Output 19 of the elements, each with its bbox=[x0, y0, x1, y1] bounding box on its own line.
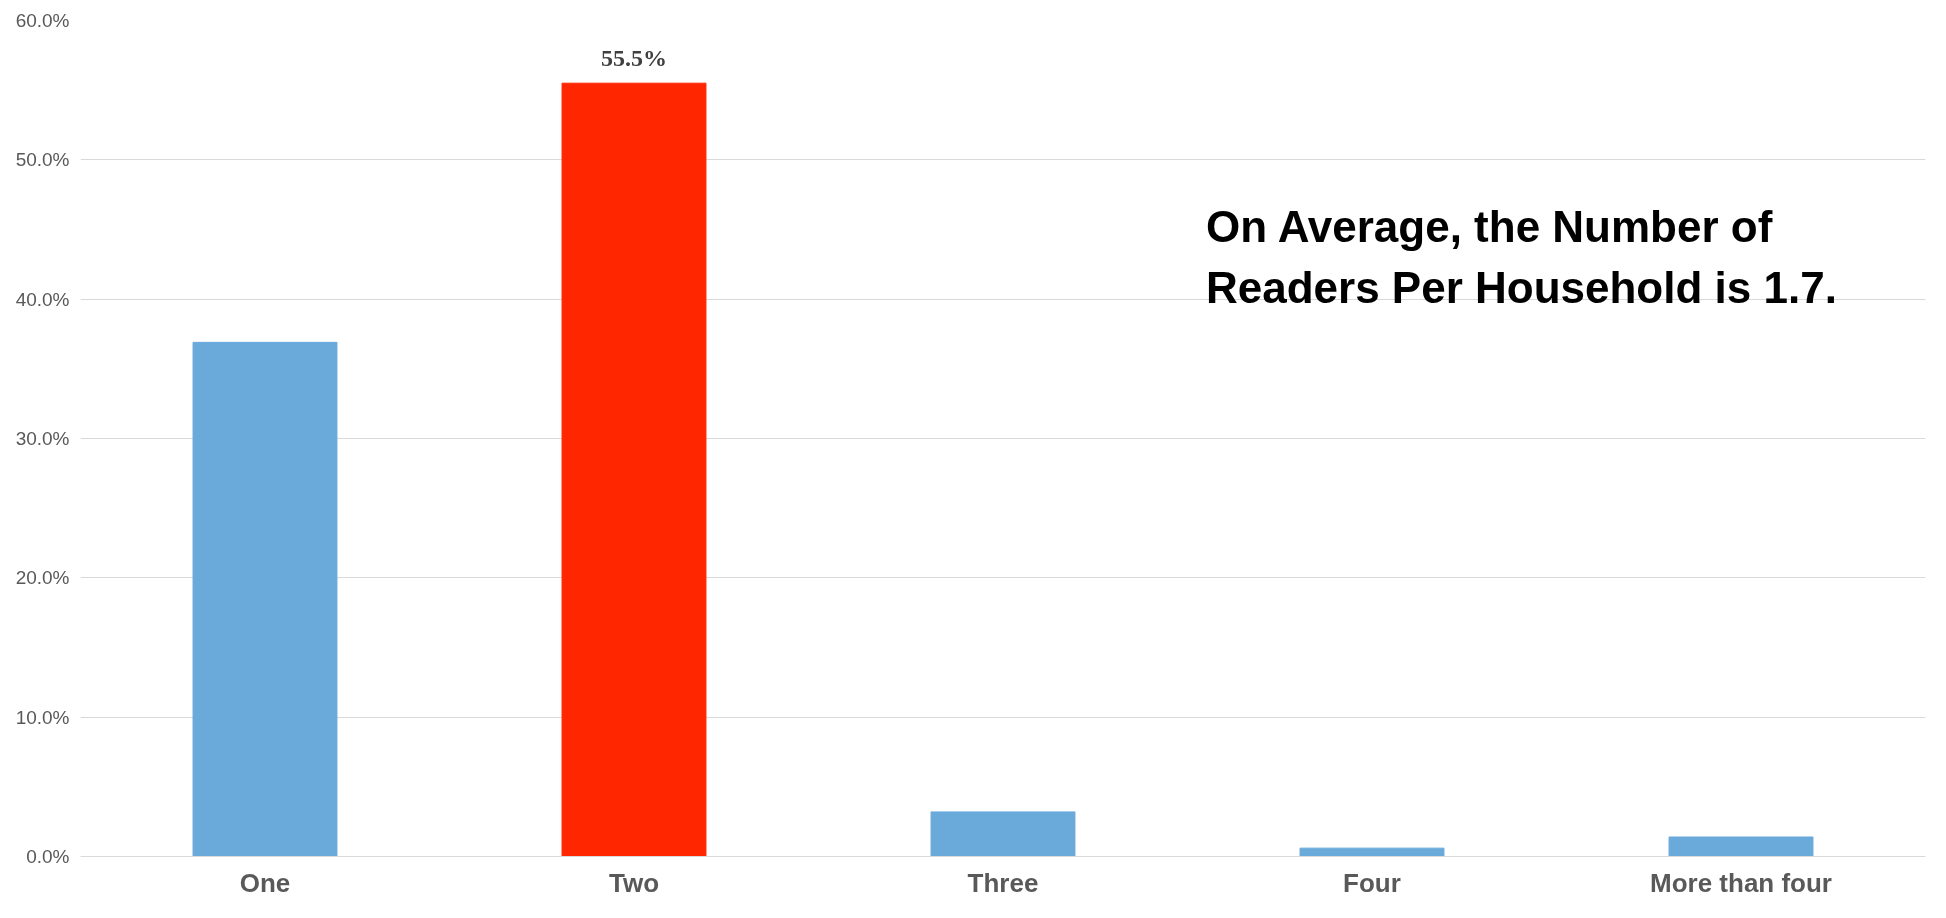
bar bbox=[1668, 836, 1814, 857]
x-tick-label: Two bbox=[608, 867, 660, 898]
bar bbox=[1299, 847, 1445, 857]
x-tick-label: Four bbox=[1343, 867, 1401, 898]
y-tick-label: 10.0% bbox=[15, 706, 70, 728]
y-tick-label: 20.0% bbox=[15, 567, 70, 589]
y-tick-label: 60.0% bbox=[15, 10, 70, 31]
x-tick-label: Three bbox=[967, 867, 1039, 898]
bar bbox=[192, 341, 338, 857]
y-tick-label: 0.0% bbox=[26, 846, 70, 867]
y-tick-label: 30.0% bbox=[15, 428, 70, 449]
y-tick-label: 40.0% bbox=[15, 288, 70, 310]
x-tick-label: More than four bbox=[1650, 867, 1833, 898]
bar bbox=[930, 811, 1076, 857]
y-tick-label: 50.0% bbox=[15, 149, 70, 171]
x-tick-label: One bbox=[239, 867, 291, 898]
data-label: 55.5% bbox=[601, 45, 667, 72]
bar bbox=[561, 82, 707, 857]
annotation: On Average, the Number of Readers Per Household is 1.7. bbox=[1205, 201, 1837, 312]
